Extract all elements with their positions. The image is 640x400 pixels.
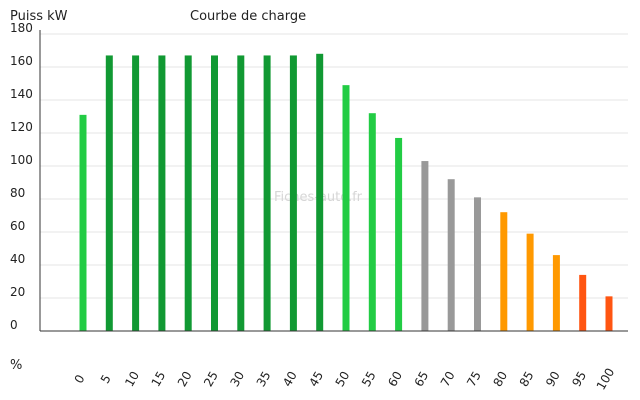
x-tick-label: 55 <box>359 369 379 389</box>
y-tick-label: 100 <box>10 153 33 167</box>
x-tick-label: 5 <box>98 372 114 386</box>
y-tick-label: 60 <box>10 219 25 233</box>
bars <box>79 53 613 332</box>
x-tick-label: 60 <box>385 369 405 389</box>
x-tick-label: 65 <box>412 369 432 389</box>
bar <box>184 55 192 331</box>
bar <box>79 114 87 331</box>
bar <box>105 55 113 331</box>
bar <box>263 55 271 331</box>
y-tick-label: 40 <box>10 252 25 266</box>
bar <box>526 233 534 331</box>
y-axis-ticks: 0 20 40 60 80 100 120 140 160 180 <box>10 21 33 332</box>
x-tick-label: 45 <box>306 369 326 389</box>
bar <box>500 212 508 331</box>
y-axis-label: Puiss kW <box>10 9 68 24</box>
gridlines <box>40 33 628 299</box>
y-tick-label: 160 <box>10 54 33 68</box>
bar <box>395 137 403 331</box>
y-tick-label: 20 <box>10 285 25 299</box>
bar <box>368 113 376 331</box>
y-tick-label: 180 <box>10 21 33 35</box>
x-tick-label: 30 <box>227 369 247 389</box>
x-tick-label: 100 <box>594 366 618 393</box>
bar <box>552 255 560 331</box>
x-tick-label: 20 <box>175 369 195 389</box>
x-tick-label: 35 <box>254 369 274 389</box>
bar <box>289 55 297 331</box>
x-tick-label: 40 <box>280 369 300 389</box>
bar <box>158 55 166 331</box>
bar <box>605 296 613 331</box>
x-tick-label: 85 <box>517 369 537 389</box>
x-axis-ticks: 0 5 10 15 20 25 30 35 40 45 50 55 60 65 70 75 80 85 90 95 10… <box>72 366 618 393</box>
x-tick-label: 75 <box>464 369 484 389</box>
bar <box>447 179 455 331</box>
y-tick-label: 140 <box>10 87 33 101</box>
bar <box>579 274 587 331</box>
x-tick-label: 15 <box>149 369 169 389</box>
y-tick-label: 80 <box>10 186 25 200</box>
bar <box>421 161 429 331</box>
x-tick-label: 0 <box>72 372 88 386</box>
x-tick-label: 50 <box>333 369 353 389</box>
x-tick-label: 10 <box>122 369 142 389</box>
x-tick-label: 80 <box>490 369 510 389</box>
x-tick-label: 25 <box>201 369 221 389</box>
bar <box>342 85 350 332</box>
chart-title: Courbe de charge <box>190 9 306 24</box>
x-tick-label: 95 <box>569 369 589 389</box>
bar <box>132 55 140 331</box>
bar <box>316 53 324 332</box>
bar <box>474 197 481 331</box>
x-axis-label: % <box>10 358 22 373</box>
y-tick-label: 0 <box>10 318 18 332</box>
x-tick-label: 70 <box>438 369 458 389</box>
y-tick-label: 120 <box>10 120 33 134</box>
bar <box>211 55 218 331</box>
bar <box>237 55 245 331</box>
x-tick-label: 90 <box>543 369 563 389</box>
